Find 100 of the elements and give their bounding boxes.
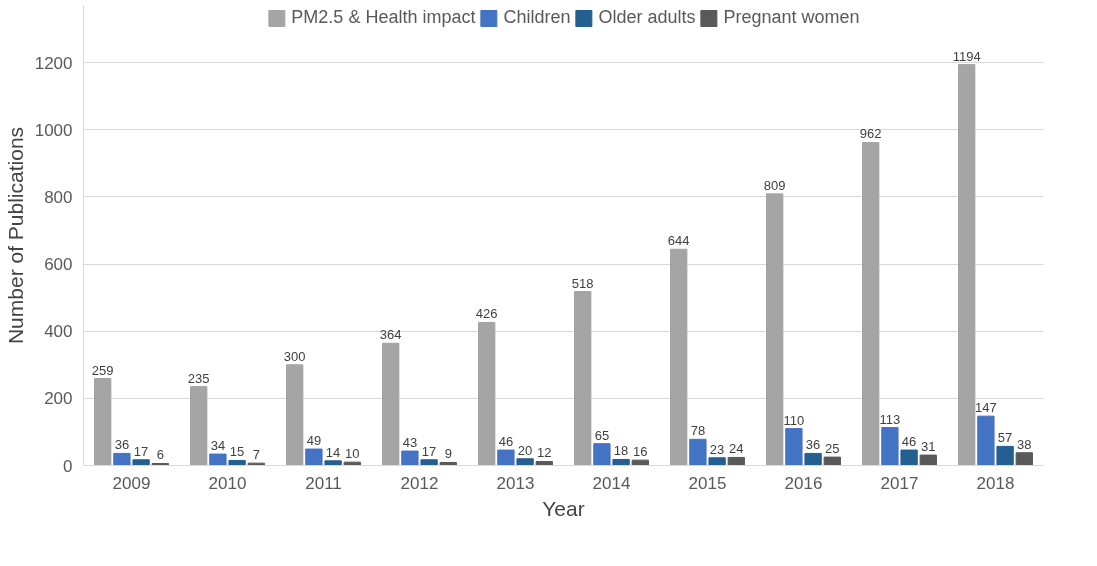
data-label: 24 xyxy=(729,441,744,457)
bar xyxy=(670,248,688,466)
bar xyxy=(382,342,400,466)
data-label: 14 xyxy=(325,444,341,460)
bar xyxy=(247,462,265,466)
data-label: 15 xyxy=(229,444,245,460)
y-tick-label: 1000 xyxy=(34,120,73,140)
data-label: 9 xyxy=(444,446,452,462)
x-tick-label: 2016 xyxy=(784,473,823,493)
data-label: 18 xyxy=(613,443,629,459)
bar xyxy=(439,461,457,466)
x-tick-label: 2013 xyxy=(496,473,535,493)
bar xyxy=(881,427,899,466)
data-label: 38 xyxy=(1017,436,1032,452)
data-label: 962 xyxy=(859,126,882,142)
bar xyxy=(343,461,361,466)
bar xyxy=(94,378,112,466)
bar xyxy=(420,459,438,466)
data-label: 20 xyxy=(517,442,533,458)
bar xyxy=(785,428,803,466)
bar xyxy=(401,450,419,466)
data-label: 644 xyxy=(667,233,690,249)
data-label: 809 xyxy=(763,177,786,193)
bar xyxy=(612,458,630,466)
x-tick-label: 2009 xyxy=(112,473,151,493)
data-label: 300 xyxy=(283,348,306,364)
bar xyxy=(286,364,304,466)
bar xyxy=(132,459,150,466)
data-label: 518 xyxy=(571,275,594,291)
data-label: 426 xyxy=(475,306,498,322)
data-label: 113 xyxy=(879,411,901,427)
y-tick-label: 800 xyxy=(44,187,73,207)
bar xyxy=(574,291,592,466)
bar xyxy=(823,456,841,466)
x-axis-title: Year xyxy=(542,496,585,520)
bar xyxy=(631,459,649,466)
y-tick-label: 600 xyxy=(44,255,73,275)
data-label: 65 xyxy=(594,427,610,443)
bar xyxy=(1015,452,1033,466)
y-tick-label: 1200 xyxy=(34,53,73,73)
bar xyxy=(727,456,745,466)
bar xyxy=(305,448,323,466)
data-label: 36 xyxy=(114,437,130,453)
legend-label: Pregnant women xyxy=(723,7,860,28)
data-label: 7 xyxy=(252,447,260,463)
data-label: 46 xyxy=(498,434,514,450)
data-label: 10 xyxy=(345,446,360,462)
legend-label: Children xyxy=(503,7,571,28)
data-label: 49 xyxy=(306,433,322,449)
data-label: 23 xyxy=(709,441,725,457)
y-tick-label: 200 xyxy=(44,389,73,409)
bar xyxy=(190,386,208,466)
data-label: 57 xyxy=(997,430,1013,446)
data-label: 46 xyxy=(901,434,917,450)
data-label: 259 xyxy=(91,362,114,378)
bar xyxy=(862,141,880,466)
data-label: 12 xyxy=(537,445,552,461)
data-label: 17 xyxy=(133,443,149,459)
data-label: 17 xyxy=(421,443,437,459)
bar xyxy=(113,452,131,466)
data-label: 36 xyxy=(805,437,821,453)
bar xyxy=(497,449,515,466)
data-label: 31 xyxy=(921,439,936,455)
bar xyxy=(919,454,937,466)
data-label: 6 xyxy=(156,447,164,463)
bar xyxy=(708,457,726,466)
x-tick-label: 2014 xyxy=(592,473,631,493)
bar xyxy=(900,449,918,466)
bar xyxy=(516,458,534,466)
data-label: 1194 xyxy=(952,48,981,64)
x-tick-label: 2017 xyxy=(880,473,919,493)
bar xyxy=(977,415,995,466)
data-label: 34 xyxy=(210,438,226,454)
bar xyxy=(804,452,822,466)
y-tick-label: 400 xyxy=(44,322,73,342)
legend-label: Older adults xyxy=(598,7,696,28)
data-label: 16 xyxy=(633,444,648,460)
bar xyxy=(766,193,784,466)
y-tick-label: 0 xyxy=(63,456,73,476)
bar xyxy=(228,459,246,466)
x-tick-label: 2010 xyxy=(208,473,247,493)
bar xyxy=(535,460,553,466)
y-axis-title: Number of Publications xyxy=(3,126,27,345)
data-label: 110 xyxy=(783,412,805,428)
bar xyxy=(958,64,976,466)
x-tick-label: 2018 xyxy=(976,473,1015,493)
x-tick-label: 2015 xyxy=(688,473,727,493)
bar xyxy=(478,321,496,466)
x-tick-label: 2011 xyxy=(305,473,342,493)
bar xyxy=(996,445,1014,466)
bar xyxy=(593,443,611,466)
data-label: 25 xyxy=(825,441,840,457)
legend-label: PM2.5 & Health impact xyxy=(291,7,476,28)
data-label: 364 xyxy=(379,327,402,343)
data-label: 147 xyxy=(975,400,997,416)
data-label: 43 xyxy=(402,435,418,451)
bar xyxy=(324,460,342,466)
data-label: 235 xyxy=(187,370,210,386)
bar xyxy=(689,438,707,466)
data-label: 78 xyxy=(690,423,706,439)
